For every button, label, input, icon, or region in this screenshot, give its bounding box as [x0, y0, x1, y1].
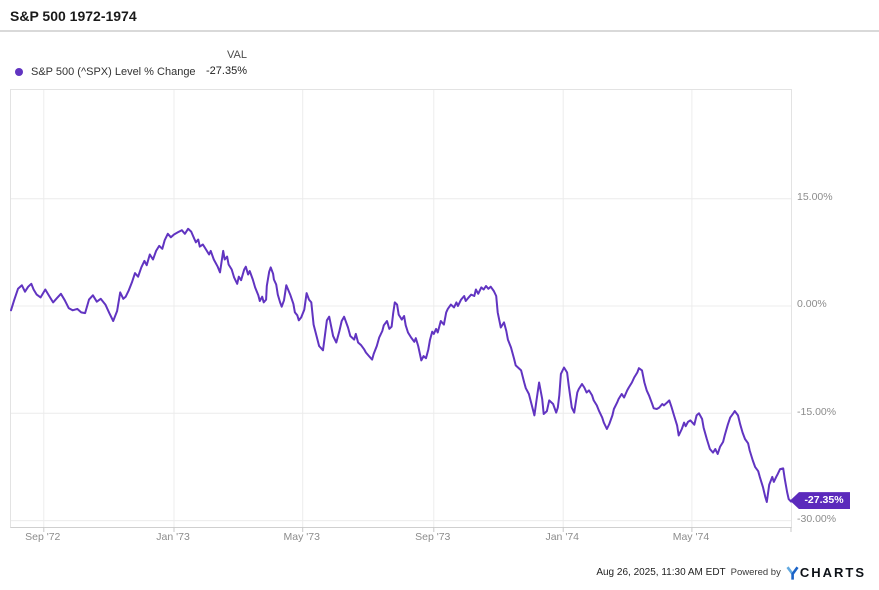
series-current-value: -27.35% [206, 65, 247, 77]
series-line [10, 227, 792, 503]
chart-title: S&P 500 1972-1974 [10, 8, 137, 24]
y-axis-label: 0.00% [797, 298, 827, 311]
title-divider [0, 30, 879, 32]
ycharts-wordmark: CHARTS [799, 565, 866, 580]
ycharts-y-icon [786, 565, 799, 580]
powered-by-label: Powered by [730, 567, 781, 578]
y-axis-label: -15.00% [797, 405, 837, 418]
footer: Aug 26, 2025, 11:30 AM EDT Powered by CH… [596, 565, 866, 580]
plot-area[interactable] [10, 89, 792, 532]
series-label: S&P 500 (^SPX) Level % Change [31, 66, 196, 78]
x-axis-label: May '74 [672, 531, 710, 543]
y-axis-label: 15.00% [797, 191, 833, 204]
y-axis-label: -30.00% [797, 513, 837, 526]
x-axis-label: Sep '72 [25, 531, 61, 543]
ycharts-logo[interactable]: CHARTS [786, 565, 866, 580]
footer-timestamp: Aug 26, 2025, 11:30 AM EDT [596, 567, 726, 578]
series-dot-icon [15, 68, 23, 76]
x-axis-label: Sep '73 [415, 531, 451, 543]
x-axis-label: Jan '73 [156, 531, 190, 543]
x-axis-label: May '73 [283, 531, 320, 543]
x-axis-label: Jan '74 [545, 531, 579, 543]
last-value-badge: -27.35% [790, 492, 850, 510]
legend-row[interactable]: S&P 500 (^SPX) Level % Change [15, 65, 196, 79]
legend-val-header: VAL [227, 49, 247, 61]
